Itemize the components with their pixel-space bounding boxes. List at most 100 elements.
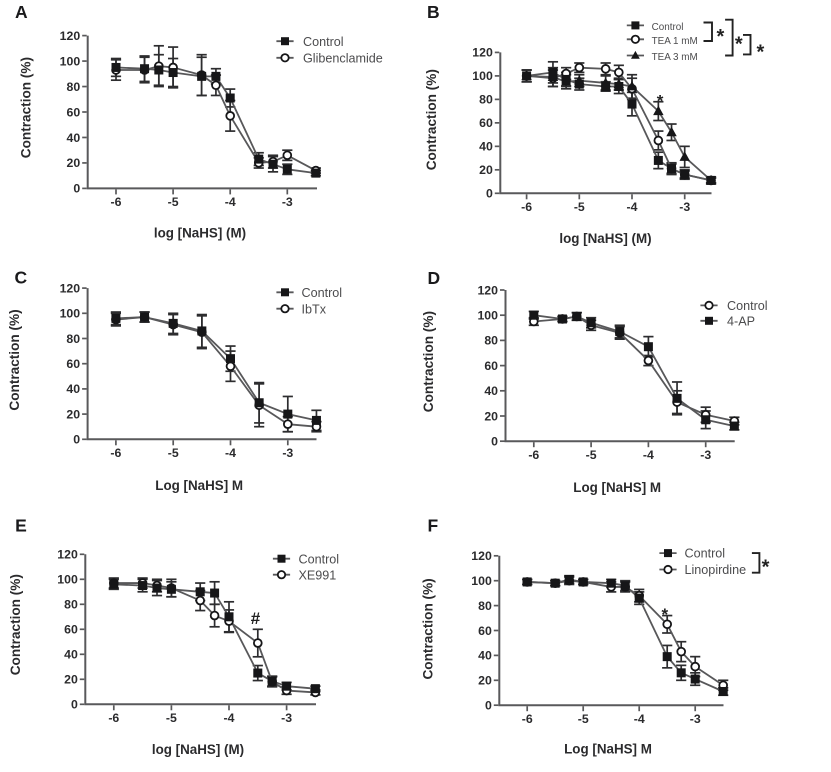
svg-text:40: 40 bbox=[478, 649, 492, 663]
svg-text:TEA 1 mM: TEA 1 mM bbox=[652, 36, 698, 47]
svg-text:80: 80 bbox=[479, 93, 493, 107]
svg-text:20: 20 bbox=[67, 156, 81, 170]
svg-text:-4: -4 bbox=[634, 712, 645, 726]
svg-text:*: * bbox=[757, 41, 765, 63]
svg-text:-3: -3 bbox=[690, 712, 701, 726]
svg-text:XE991: XE991 bbox=[299, 568, 337, 582]
svg-text:-3: -3 bbox=[282, 446, 293, 460]
svg-text:80: 80 bbox=[67, 80, 81, 94]
svg-text:Control: Control bbox=[685, 547, 726, 561]
svg-text:100: 100 bbox=[472, 69, 493, 83]
svg-text:Contraction (%): Contraction (%) bbox=[420, 578, 435, 679]
svg-text:80: 80 bbox=[66, 332, 80, 346]
svg-text:120: 120 bbox=[60, 29, 81, 43]
svg-text:-6: -6 bbox=[528, 448, 539, 462]
svg-text:log [NaHS] (M): log [NaHS] (M) bbox=[559, 231, 651, 246]
svg-text:60: 60 bbox=[66, 357, 80, 371]
svg-text:60: 60 bbox=[484, 359, 498, 373]
svg-text:Contraction (%): Contraction (%) bbox=[8, 574, 23, 675]
svg-text:0: 0 bbox=[486, 187, 493, 201]
svg-text:-4: -4 bbox=[225, 195, 236, 209]
svg-text:E: E bbox=[15, 516, 27, 536]
svg-text:Log [NaHS] M: Log [NaHS] M bbox=[564, 742, 652, 757]
svg-text:IbTx: IbTx bbox=[302, 302, 327, 316]
svg-text:*: * bbox=[762, 557, 770, 579]
svg-text:-6: -6 bbox=[108, 711, 119, 725]
svg-text:-6: -6 bbox=[110, 446, 121, 460]
svg-text:Log [NaHS] M: Log [NaHS] M bbox=[573, 480, 661, 495]
svg-text:Contraction (%): Contraction (%) bbox=[424, 69, 439, 170]
svg-text:Log [NaHS] M: Log [NaHS] M bbox=[155, 478, 243, 493]
svg-text:20: 20 bbox=[484, 409, 498, 423]
svg-text:-5: -5 bbox=[168, 195, 179, 209]
svg-text:120: 120 bbox=[57, 548, 78, 562]
svg-text:B: B bbox=[427, 2, 440, 22]
svg-text:0: 0 bbox=[491, 435, 498, 449]
svg-text:120: 120 bbox=[471, 549, 492, 563]
svg-text:*: * bbox=[657, 91, 664, 110]
svg-text:120: 120 bbox=[60, 281, 81, 295]
svg-text:100: 100 bbox=[57, 573, 78, 587]
svg-text:100: 100 bbox=[60, 54, 81, 68]
svg-text:-4: -4 bbox=[225, 446, 236, 460]
svg-text:Glibenclamide: Glibenclamide bbox=[303, 51, 383, 65]
svg-text:80: 80 bbox=[64, 598, 78, 612]
svg-text:0: 0 bbox=[73, 182, 80, 196]
svg-text:log [NaHS] (M): log [NaHS] (M) bbox=[154, 226, 246, 241]
svg-text:40: 40 bbox=[484, 384, 498, 398]
svg-text:*: * bbox=[735, 34, 743, 56]
svg-text:40: 40 bbox=[66, 382, 80, 396]
svg-text:100: 100 bbox=[471, 574, 492, 588]
svg-text:-4: -4 bbox=[224, 711, 235, 725]
svg-text:-5: -5 bbox=[166, 711, 177, 725]
svg-text:20: 20 bbox=[64, 673, 78, 687]
svg-text:-5: -5 bbox=[574, 200, 585, 214]
svg-text:0: 0 bbox=[73, 433, 80, 447]
svg-text:*: * bbox=[661, 605, 668, 624]
svg-text:-6: -6 bbox=[521, 200, 532, 214]
svg-text:Control: Control bbox=[302, 286, 343, 300]
svg-text:Control: Control bbox=[303, 35, 344, 49]
svg-text:-4: -4 bbox=[643, 448, 654, 462]
svg-text:-3: -3 bbox=[679, 200, 690, 214]
svg-text:40: 40 bbox=[64, 648, 78, 662]
svg-text:log [NaHS] (M): log [NaHS] (M) bbox=[152, 742, 244, 757]
svg-text:120: 120 bbox=[472, 46, 493, 60]
svg-text:100: 100 bbox=[477, 309, 498, 323]
svg-text:Control: Control bbox=[299, 552, 340, 566]
svg-text:Control: Control bbox=[727, 299, 768, 313]
svg-text:-4: -4 bbox=[627, 200, 638, 214]
svg-text:Contraction (%): Contraction (%) bbox=[7, 309, 22, 410]
svg-text:120: 120 bbox=[477, 283, 498, 297]
svg-text:20: 20 bbox=[66, 407, 80, 421]
svg-text:-6: -6 bbox=[522, 712, 533, 726]
svg-text:80: 80 bbox=[484, 334, 498, 348]
svg-text:0: 0 bbox=[71, 698, 78, 712]
svg-text:60: 60 bbox=[479, 116, 493, 130]
svg-text:60: 60 bbox=[478, 624, 492, 638]
svg-text:-3: -3 bbox=[281, 711, 292, 725]
svg-text:*: * bbox=[717, 26, 725, 48]
svg-text:60: 60 bbox=[67, 105, 81, 119]
svg-text:20: 20 bbox=[479, 163, 493, 177]
svg-text:-3: -3 bbox=[700, 448, 711, 462]
svg-text:Linopirdine: Linopirdine bbox=[685, 563, 747, 577]
svg-text:#: # bbox=[251, 609, 261, 628]
svg-text:F: F bbox=[428, 516, 439, 536]
svg-text:A: A bbox=[15, 2, 28, 22]
svg-text:-6: -6 bbox=[111, 195, 122, 209]
svg-text:60: 60 bbox=[64, 623, 78, 637]
svg-text:80: 80 bbox=[478, 599, 492, 613]
svg-text:20: 20 bbox=[478, 674, 492, 688]
svg-text:-5: -5 bbox=[586, 448, 597, 462]
svg-text:D: D bbox=[428, 268, 441, 288]
svg-text:Contraction (%): Contraction (%) bbox=[421, 311, 436, 412]
svg-text:Contraction (%): Contraction (%) bbox=[19, 57, 34, 158]
svg-text:Control: Control bbox=[652, 22, 684, 33]
svg-text:40: 40 bbox=[479, 140, 493, 154]
svg-text:4-AP: 4-AP bbox=[727, 314, 755, 328]
svg-text:40: 40 bbox=[67, 131, 81, 145]
svg-text:-5: -5 bbox=[168, 446, 179, 460]
svg-text:TEA 3 mM: TEA 3 mM bbox=[652, 52, 698, 63]
svg-text:0: 0 bbox=[485, 699, 492, 713]
